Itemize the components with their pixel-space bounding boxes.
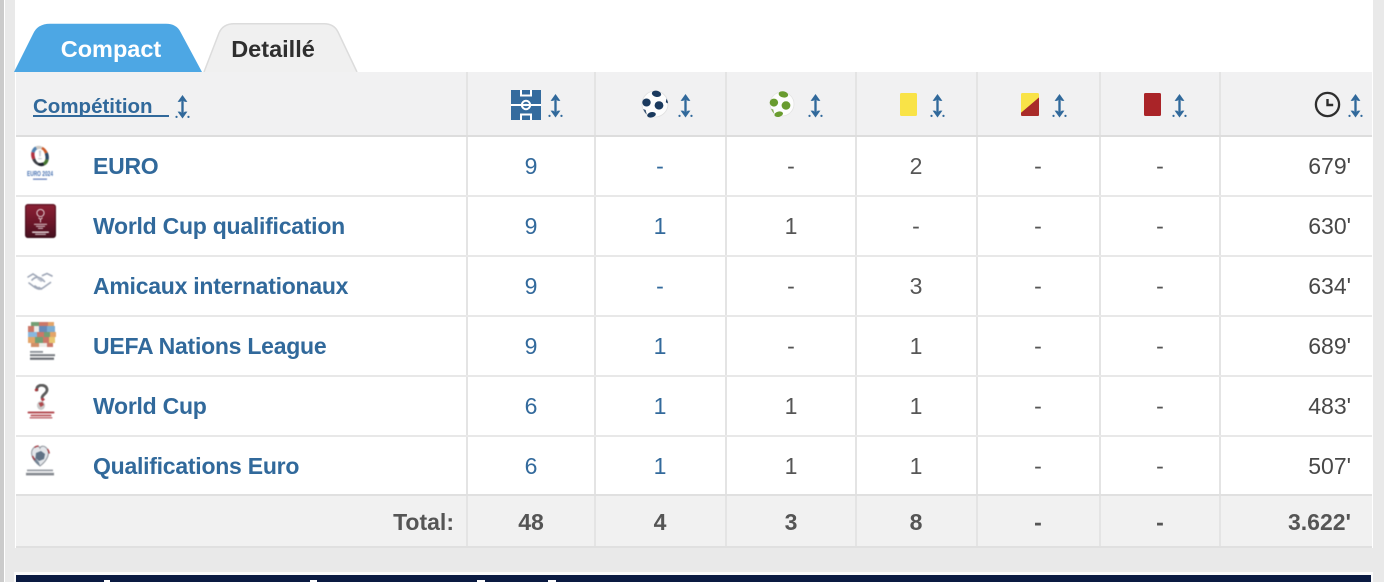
- svg-text:EURO 2024: EURO 2024: [27, 169, 54, 178]
